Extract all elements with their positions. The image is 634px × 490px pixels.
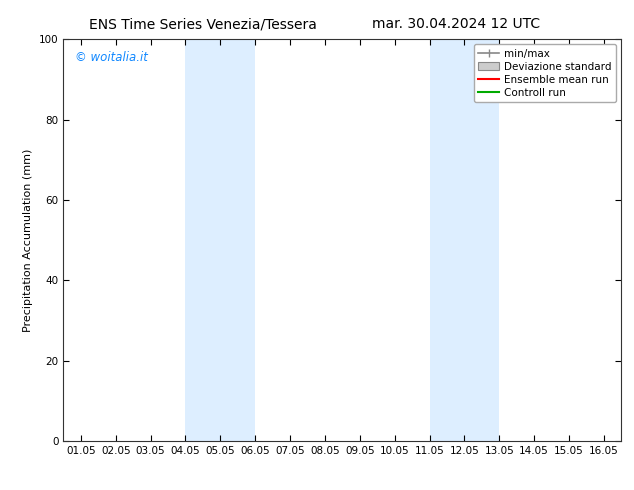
Y-axis label: Precipitation Accumulation (mm): Precipitation Accumulation (mm) (23, 148, 34, 332)
Bar (429, 39, 500, 441)
Bar (185, 39, 255, 441)
Text: © woitalia.it: © woitalia.it (75, 51, 148, 64)
Text: mar. 30.04.2024 12 UTC: mar. 30.04.2024 12 UTC (372, 17, 541, 31)
Legend: min/max, Deviazione standard, Ensemble mean run, Controll run: min/max, Deviazione standard, Ensemble m… (474, 45, 616, 102)
Text: ENS Time Series Venezia/Tessera: ENS Time Series Venezia/Tessera (89, 17, 317, 31)
